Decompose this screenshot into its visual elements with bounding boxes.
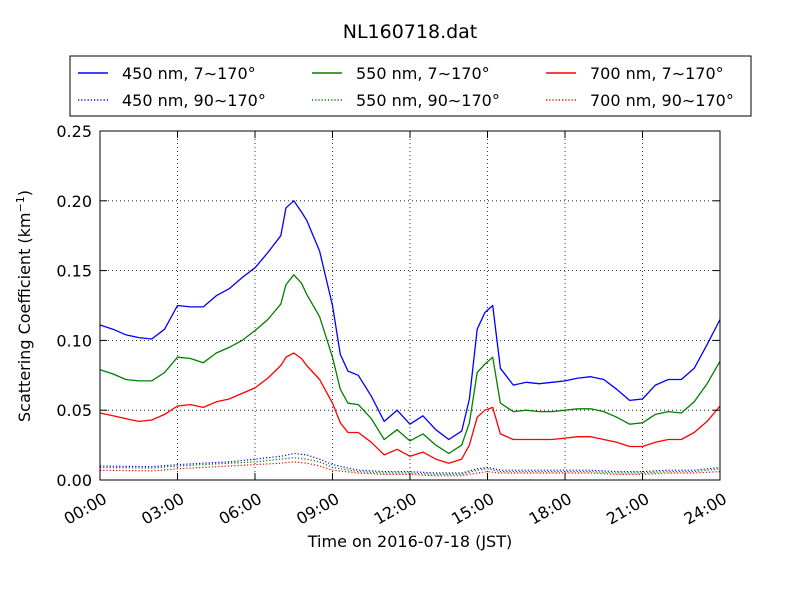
plot-area (100, 131, 720, 480)
legend-label: 550 nm, 90∼170° (356, 91, 500, 110)
legend-label: 450 nm, 90∼170° (122, 91, 266, 110)
y-tick-label: 0.10 (56, 331, 92, 350)
legend-label: 450 nm, 7∼170° (122, 64, 256, 83)
x-tick-label: 18:00 (526, 489, 575, 529)
chart-title: NL160718.dat (343, 21, 478, 43)
legend: 450 nm, 7∼170° 550 nm, 7∼170° 700 nm, 7∼17… (69, 55, 752, 117)
axis-ticks (99, 130, 721, 481)
legend-label: 550 nm, 7∼170° (356, 64, 490, 83)
x-tick-label: 24:00 (681, 489, 730, 529)
y-axis-label-main: Scattering Coefficient (km (15, 212, 34, 422)
y-tick-label: 0.05 (56, 401, 92, 420)
y-tick-label: 0.20 (56, 192, 92, 211)
legend-label: 700 nm, 7∼170° (590, 64, 724, 83)
series-line-0 (99, 200, 721, 441)
series-line-3 (99, 452, 721, 474)
y-tick-label: 0.15 (56, 262, 92, 281)
y-axis-label-close: ) (15, 190, 34, 196)
x-tick-label: 09:00 (293, 489, 342, 529)
x-tick-label: 12:00 (371, 489, 420, 529)
y-tick-labels: 0.00 0.05 0.10 0.15 0.20 0.25 (56, 122, 92, 490)
grid-lines (100, 131, 720, 480)
y-axis-label: Scattering Coefficient (km−1) (14, 190, 34, 422)
x-axis-label: Time on 2016-07-18 (JST) (307, 532, 512, 551)
series-line-4 (99, 457, 721, 475)
x-tick-label: 06:00 (216, 489, 265, 529)
y-axis-label-superscript: −1 (14, 196, 27, 212)
x-tick-label: 00:00 (61, 489, 110, 529)
legend-box (69, 55, 752, 117)
x-tick-labels: 00:00 03:00 06:00 09:00 12:00 15:00 18:00 21:00… (61, 489, 730, 529)
series-line-1 (99, 274, 721, 455)
x-tick-label: 15:00 (448, 489, 497, 529)
y-tick-label: 0.25 (56, 122, 92, 141)
x-tick-label: 03:00 (138, 489, 187, 529)
series-line-2 (99, 352, 721, 464)
y-tick-label: 0.00 (56, 471, 92, 490)
legend-label: 700 nm, 90∼170° (590, 91, 734, 110)
x-tick-label: 21:00 (603, 489, 652, 529)
